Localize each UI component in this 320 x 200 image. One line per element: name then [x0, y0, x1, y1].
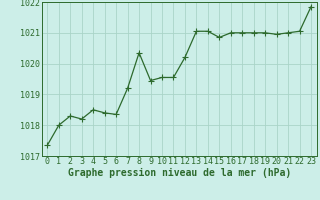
X-axis label: Graphe pression niveau de la mer (hPa): Graphe pression niveau de la mer (hPa)	[68, 168, 291, 178]
